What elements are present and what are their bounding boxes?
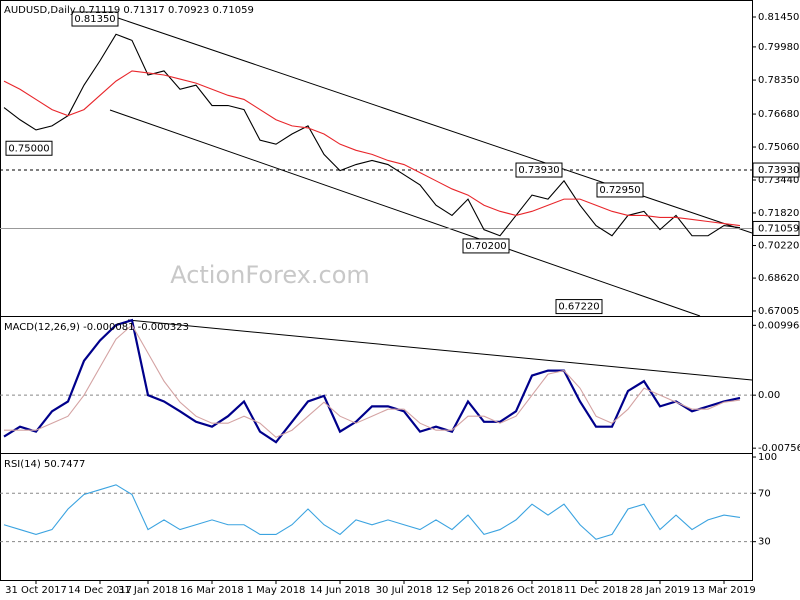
annotation-label: 0.81350 <box>74 14 115 25</box>
y-tick-label: 0.73440 <box>758 175 799 186</box>
annotation-label: 0.67220 <box>558 302 599 313</box>
annotation-box <box>515 162 563 178</box>
y-tick-label: 0.009964 <box>758 320 800 331</box>
plot-border <box>0 0 753 581</box>
y-tick-label: 70 <box>758 488 771 499</box>
y-tick-label: 0.70220 <box>758 241 799 252</box>
annotation-label: 0.75000 <box>8 143 49 154</box>
annotation-box <box>462 238 510 254</box>
x-tick-label: 14 Jun 2018 <box>310 585 370 596</box>
y-tick-label: 0.71820 <box>758 208 799 219</box>
annotation-box <box>596 182 644 198</box>
y-tick-label: 0.76680 <box>758 109 799 120</box>
x-tick-label: 1 May 2018 <box>247 585 306 596</box>
x-tick-label: 30 Jul 2018 <box>376 585 433 596</box>
y-tick-label: -0.00756 <box>758 443 800 454</box>
frame <box>0 0 753 581</box>
channel-line <box>117 17 753 234</box>
y-tick-label: 0.78350 <box>758 75 799 86</box>
y-tick-label: 0.75060 <box>758 142 799 153</box>
x-tick-label: 16 Mar 2018 <box>180 585 243 596</box>
price-marker-label: 0.71059 <box>758 223 799 234</box>
series-line <box>3 318 741 444</box>
y-tick-label: 0.68620 <box>758 273 799 284</box>
x-tick-label: 11 Dec 2018 <box>564 585 628 596</box>
panel-title: RSI(14) 50.7477 <box>4 459 85 470</box>
channel-line <box>109 109 701 317</box>
series-line <box>3 33 741 237</box>
annotation-label: 0.72950 <box>599 185 640 196</box>
trend-line <box>127 319 753 381</box>
annotation-box <box>71 11 119 27</box>
annotation-box <box>555 299 603 315</box>
watermark: ActionForex.com <box>170 261 370 289</box>
annotation-label: 0.73930 <box>518 165 559 176</box>
x-tick-label: 26 Oct 2018 <box>501 585 563 596</box>
y-tick-label: 0.81450 <box>758 12 799 23</box>
series-line <box>3 484 741 540</box>
panel-title: AUDUSD,Daily 0.71119 0.71317 0.70923 0.7… <box>4 5 254 16</box>
y-tick-label: 30 <box>758 537 771 548</box>
annotation-label: 0.70200 <box>465 241 506 252</box>
annotation-box <box>5 140 53 156</box>
x-tick-label: 12 Sep 2018 <box>436 585 499 596</box>
price-marker <box>752 162 800 178</box>
x-tick-label: 31 Oct 2017 <box>5 585 67 596</box>
series-line <box>4 324 741 438</box>
y-tick-label: 0.00 <box>758 390 780 401</box>
panel-title: MACD(12,26,9) -0.000081 -0.000323 <box>4 322 189 333</box>
x-tick-label: 28 Jan 2019 <box>630 585 690 596</box>
series-line <box>3 70 741 227</box>
y-tick-label: 0.79980 <box>758 42 799 53</box>
x-tick-label: 31 Jan 2018 <box>118 585 178 596</box>
price-marker-label: 0.73930 <box>758 165 799 176</box>
x-tick-label: 14 Dec 2017 <box>68 585 132 596</box>
x-tick-label: 13 Mar 2019 <box>692 585 755 596</box>
price-marker <box>752 220 800 236</box>
y-tick-label: 0.67005 <box>758 306 799 317</box>
y-tick-label: 100 <box>758 452 777 463</box>
